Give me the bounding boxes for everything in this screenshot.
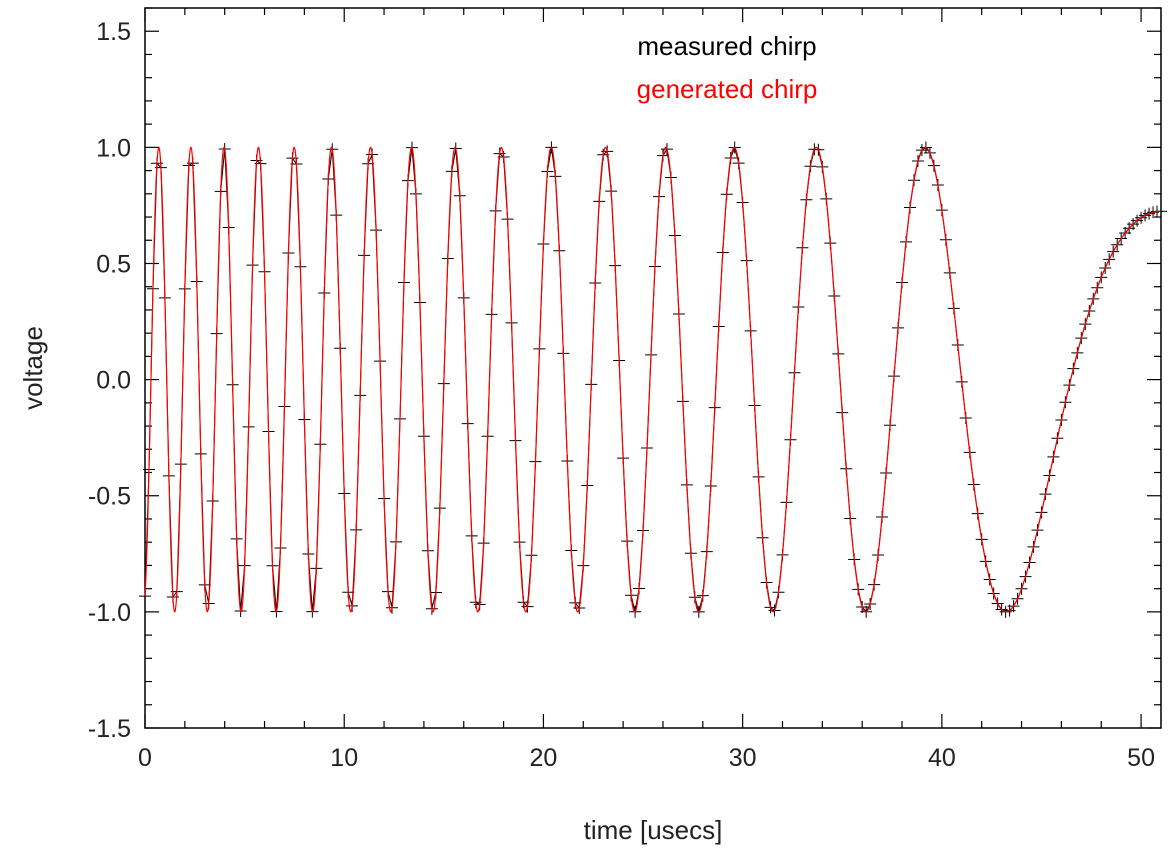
- axis-tick-labels: 0 10 20 30 40 50 -1.5 -1.0 -0.5 0.0 0.5 1.0 1.5: [88, 18, 1155, 772]
- x-tick-label: 20: [530, 744, 558, 772]
- series-layer: [139, 141, 1167, 618]
- y-tick-label: 1.0: [96, 134, 131, 162]
- measured-chirp-line: [144, 145, 1162, 614]
- x-tick-label: 30: [729, 744, 757, 772]
- y-tick-label: 0.0: [96, 367, 131, 395]
- x-axis-title: time [usecs]: [584, 815, 723, 845]
- x-tick-label: 0: [138, 744, 152, 772]
- x-tick-label: 50: [1127, 744, 1155, 772]
- axis-ticks: [144, 7, 1161, 729]
- y-tick-label: -0.5: [88, 483, 131, 511]
- y-tick-label: 0.5: [96, 250, 131, 278]
- x-tick-label: 10: [330, 744, 358, 772]
- x-tick-label: 40: [928, 744, 956, 772]
- legend-generated-chirp: generated chirp: [637, 74, 818, 104]
- y-tick-label: -1.0: [88, 599, 131, 627]
- y-tick-label: -1.5: [88, 715, 131, 743]
- y-tick-label: 1.5: [96, 18, 131, 46]
- y-axis-title: voltage: [18, 326, 48, 410]
- plot-frame: [144, 7, 1162, 729]
- generated-chirp-line: [144, 146, 1161, 613]
- legend-measured-chirp: measured chirp: [637, 31, 816, 61]
